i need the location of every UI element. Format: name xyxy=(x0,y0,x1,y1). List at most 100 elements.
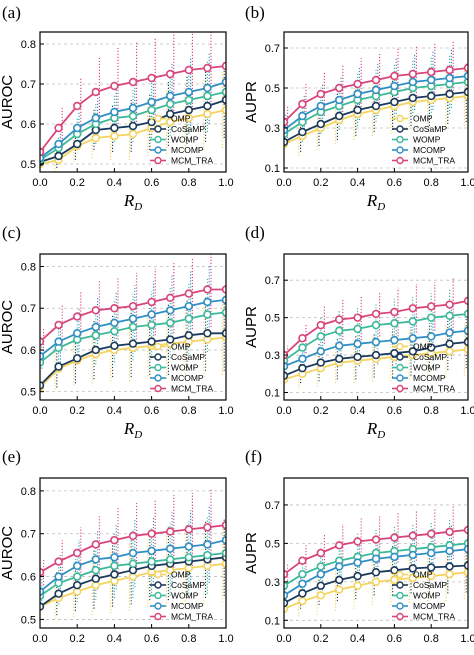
legend-marker xyxy=(154,384,162,393)
data-point xyxy=(298,363,307,373)
y-tick-label: 0.6 xyxy=(21,345,36,357)
data-point xyxy=(40,153,45,163)
data-point xyxy=(445,546,454,556)
legend-marker xyxy=(396,135,404,144)
data-point xyxy=(91,87,101,97)
data-point xyxy=(445,562,454,571)
data-point xyxy=(203,523,212,532)
data-point xyxy=(91,306,101,315)
x-tick-label: 0.4 xyxy=(107,177,122,189)
data-point xyxy=(427,313,436,322)
panel-letter: (c) xyxy=(2,223,21,242)
y-tick-label: 0.6 xyxy=(21,572,36,584)
data-point xyxy=(316,548,325,558)
data-point xyxy=(445,339,454,349)
data-point xyxy=(72,580,82,590)
data-point xyxy=(72,329,82,338)
data-point xyxy=(221,95,226,105)
plot-area xyxy=(284,40,468,156)
data-point xyxy=(335,575,344,585)
x-axis-label-main: R xyxy=(366,419,378,438)
data-point xyxy=(316,591,325,600)
chart-panel-6: (f)0.00.20.40.60.81.00.10.30.50.7AUPRRDO… xyxy=(243,447,474,655)
data-point xyxy=(203,285,212,294)
data-point xyxy=(54,337,63,346)
x-tick-label: 0.8 xyxy=(181,177,196,189)
axes-frame xyxy=(283,477,469,629)
data-point xyxy=(445,73,454,83)
panel-letter: (f) xyxy=(245,447,262,466)
x-axis-label-main: R xyxy=(366,191,378,210)
x-tick-label: 0.2 xyxy=(70,405,85,417)
legend-marker xyxy=(154,591,162,600)
data-point xyxy=(166,335,175,344)
data-point xyxy=(54,362,63,371)
data-point xyxy=(40,337,45,346)
data-point xyxy=(147,546,156,556)
data-point xyxy=(445,569,454,579)
x-tick-label: 0.0 xyxy=(32,405,47,417)
x-tick-label: 0.8 xyxy=(181,633,196,645)
data-point xyxy=(54,589,63,598)
data-point xyxy=(128,129,138,139)
panel-letter: (e) xyxy=(2,447,21,466)
data-point xyxy=(408,347,417,356)
legend-marker xyxy=(154,342,162,351)
data-point xyxy=(54,139,63,149)
chart-panel-4: (d) 0.0 0.2 0.4 0.6 0.8 1.0 0.1 0.3 0.5 0.7 AUPR RD O… xyxy=(243,223,474,441)
x-tick-label: 0.8 xyxy=(424,177,439,189)
data-point xyxy=(128,111,138,121)
data-point xyxy=(72,548,82,558)
data-point xyxy=(166,318,175,328)
legend-entry: MCM_TRA xyxy=(171,384,213,394)
data-point xyxy=(408,531,417,540)
data-point xyxy=(335,354,344,364)
data-point xyxy=(316,569,325,579)
data-point xyxy=(463,71,468,81)
data-point xyxy=(371,577,381,587)
y-axis-label: AUROC xyxy=(0,75,16,129)
data-point xyxy=(40,381,45,390)
data-point xyxy=(54,320,63,330)
data-point xyxy=(335,541,344,550)
x-axis-label-main: R xyxy=(123,419,135,438)
data-point xyxy=(408,334,417,343)
data-point xyxy=(203,91,212,101)
legend-marker xyxy=(396,612,404,621)
data-point xyxy=(371,320,381,330)
data-point xyxy=(390,319,399,328)
legend-marker xyxy=(396,353,404,361)
y-tick-label: 0.5 xyxy=(265,313,280,325)
data-point xyxy=(166,99,175,109)
legend-entry: WOMP xyxy=(171,591,199,601)
legend-entry: MCOMP xyxy=(413,373,446,383)
data-point xyxy=(54,123,63,133)
data-point xyxy=(445,89,454,99)
data-point xyxy=(128,559,138,568)
data-point xyxy=(147,337,156,346)
data-point xyxy=(335,341,344,350)
data-point xyxy=(203,550,212,560)
data-point xyxy=(110,326,119,336)
legend-entry: CoSaMP xyxy=(413,580,447,590)
data-point xyxy=(110,318,119,328)
data-point xyxy=(371,350,381,360)
x-tick-label: 0.4 xyxy=(350,633,365,645)
legend-entry: WOMP xyxy=(413,135,441,145)
data-point xyxy=(353,105,362,115)
x-axis-label-sub: D xyxy=(376,201,385,213)
data-point xyxy=(203,297,212,307)
legend-entry: MCM_TRA xyxy=(171,156,213,166)
data-point xyxy=(390,575,399,585)
chart-panel-1: (a) 0.0 0.2 0.4 0.6 0.8 1.0 0.5 0.6 0.7 0.8 AUROC RD… xyxy=(0,3,234,213)
legend-marker xyxy=(154,581,162,589)
data-point xyxy=(184,331,194,340)
data-point xyxy=(184,95,194,105)
y-tick-label: 0.1 xyxy=(265,388,280,400)
data-point xyxy=(147,117,156,127)
data-point xyxy=(463,309,468,319)
legend-entry: MCOMP xyxy=(171,373,204,383)
x-tick-label: 0.8 xyxy=(424,405,439,417)
data-point xyxy=(316,119,325,129)
data-point xyxy=(335,562,344,571)
